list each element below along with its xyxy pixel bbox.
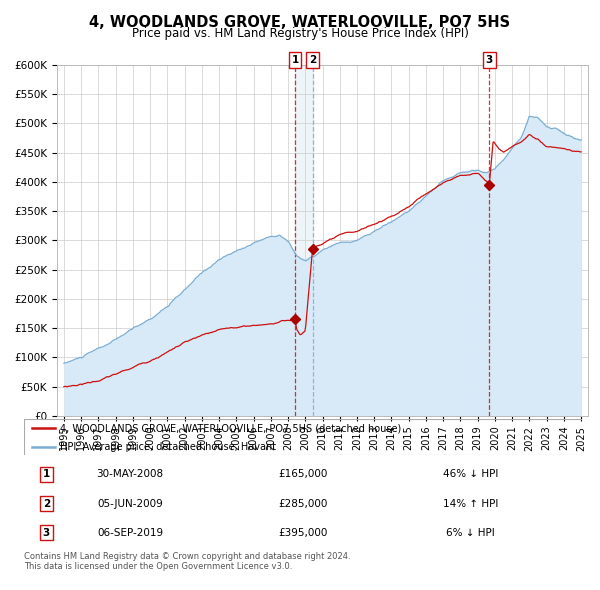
Text: 3: 3 [43,527,50,537]
Text: £395,000: £395,000 [278,527,328,537]
Text: 4, WOODLANDS GROVE, WATERLOOVILLE, PO7 5HS: 4, WOODLANDS GROVE, WATERLOOVILLE, PO7 5… [89,15,511,30]
Text: Contains HM Land Registry data © Crown copyright and database right 2024.: Contains HM Land Registry data © Crown c… [24,552,350,560]
Text: HPI: Average price, detached house, Havant: HPI: Average price, detached house, Hava… [60,442,277,453]
Text: 2: 2 [43,499,50,509]
Text: 6% ↓ HPI: 6% ↓ HPI [446,527,495,537]
Text: Price paid vs. HM Land Registry's House Price Index (HPI): Price paid vs. HM Land Registry's House … [131,27,469,40]
Text: This data is licensed under the Open Government Licence v3.0.: This data is licensed under the Open Gov… [24,562,292,571]
Text: 05-JUN-2009: 05-JUN-2009 [97,499,163,509]
Text: 1: 1 [43,470,50,480]
Text: 2: 2 [309,55,316,65]
Text: 14% ↑ HPI: 14% ↑ HPI [443,499,498,509]
Text: 46% ↓ HPI: 46% ↓ HPI [443,470,498,480]
Text: 1: 1 [292,55,299,65]
Text: £165,000: £165,000 [278,470,328,480]
Text: £285,000: £285,000 [278,499,328,509]
Text: 06-SEP-2019: 06-SEP-2019 [97,527,163,537]
Text: 30-MAY-2008: 30-MAY-2008 [97,470,164,480]
Text: 3: 3 [486,55,493,65]
Bar [295,65,313,416]
Text: 4, WOODLANDS GROVE, WATERLOOVILLE, PO7 5HS (detached house): 4, WOODLANDS GROVE, WATERLOOVILLE, PO7 5… [60,423,401,433]
